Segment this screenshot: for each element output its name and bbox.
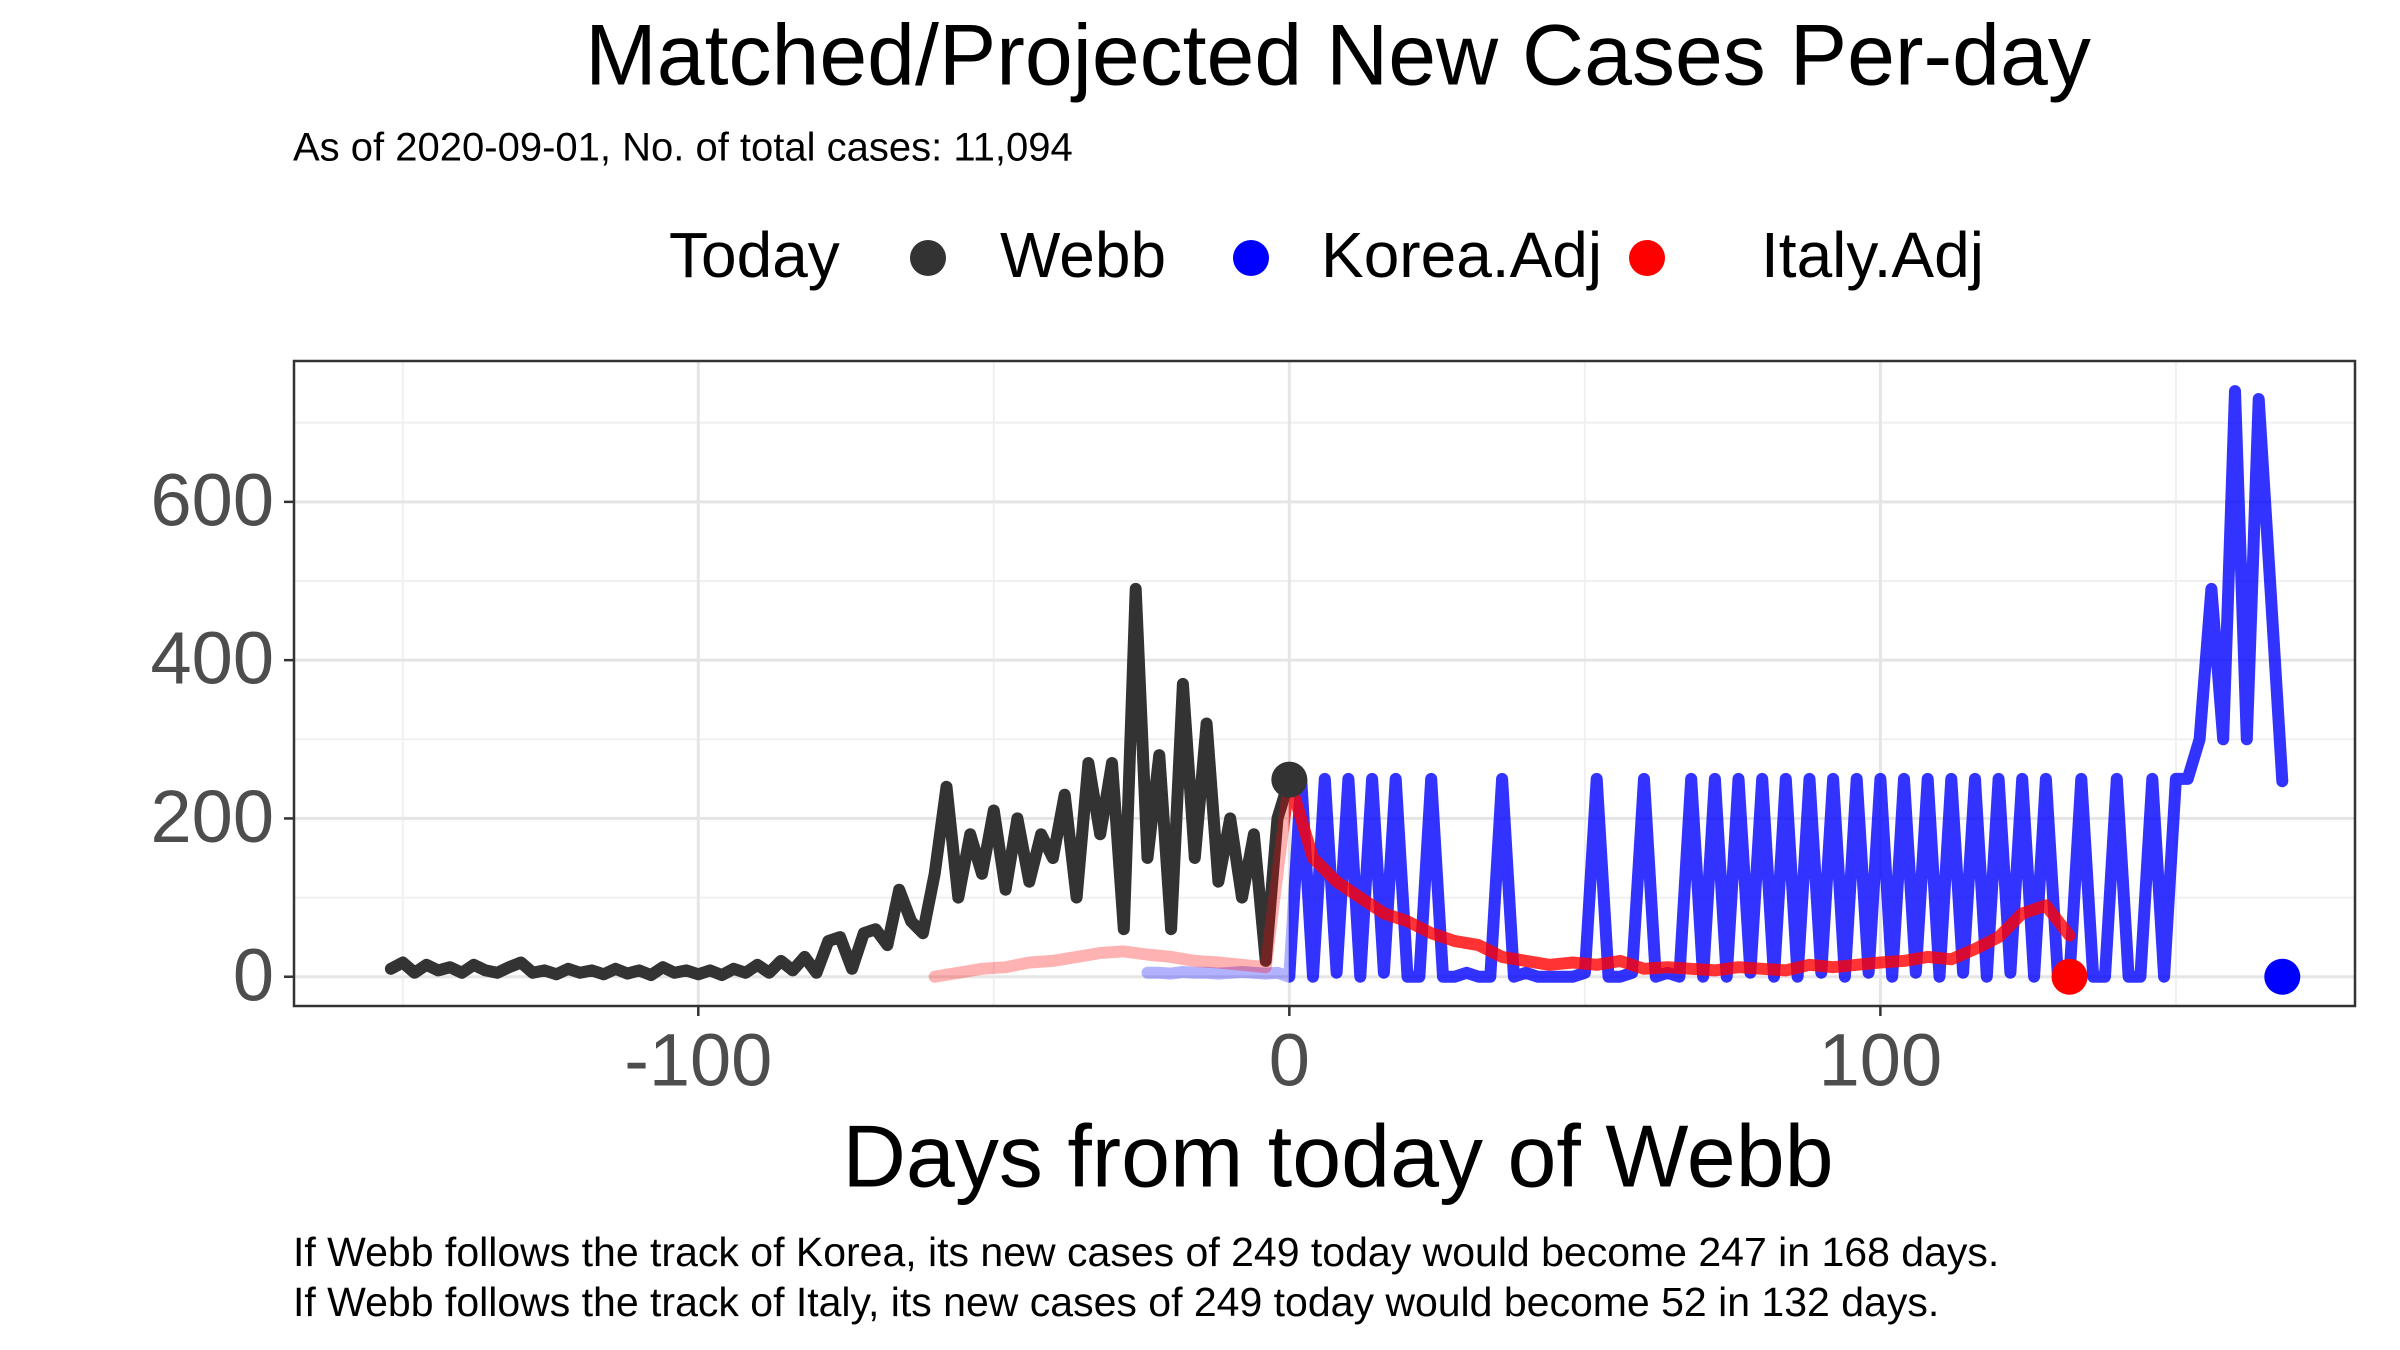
legend-label: Webb	[1000, 219, 1166, 291]
x-tick-label: 0	[1269, 1019, 1310, 1102]
today-point	[2264, 958, 2301, 995]
series-line	[384, 582, 1296, 982]
y-tick-label: 600	[151, 458, 274, 541]
series-line	[1141, 385, 2289, 983]
chart-title: Matched/Projected New Cases Per-day	[585, 8, 2091, 104]
today-point	[2051, 958, 2088, 995]
y-tick-label: 400	[151, 617, 274, 700]
legend-label: Italy.Adj	[1761, 219, 1984, 291]
legend-title: Today	[669, 219, 840, 291]
subtitle: As of 2020-09-01, No. of total cases: 11…	[293, 126, 1073, 170]
legend-marker	[1629, 240, 1665, 276]
y-tick-label: 200	[151, 775, 274, 858]
footnote: If Webb follows the track of Korea, its …	[293, 1229, 1999, 1275]
legend: Today Webb Korea.Adj Italy.Adj	[669, 219, 1984, 291]
legend-marker	[910, 240, 946, 276]
today-point	[1271, 761, 1308, 798]
y-tick-label: 0	[233, 933, 274, 1016]
footnote: If Webb follows the track of Italy, its …	[293, 1279, 1939, 1325]
x-tick-label: -100	[624, 1019, 772, 1102]
x-axis-label: Days from today of Webb	[842, 1106, 1833, 1205]
plot-border	[292, 359, 2357, 1008]
legend-marker	[1233, 240, 1269, 276]
legend-label: Korea.Adj	[1321, 219, 1602, 291]
x-tick-label: 100	[1819, 1019, 1942, 1102]
series-line	[928, 773, 2076, 983]
